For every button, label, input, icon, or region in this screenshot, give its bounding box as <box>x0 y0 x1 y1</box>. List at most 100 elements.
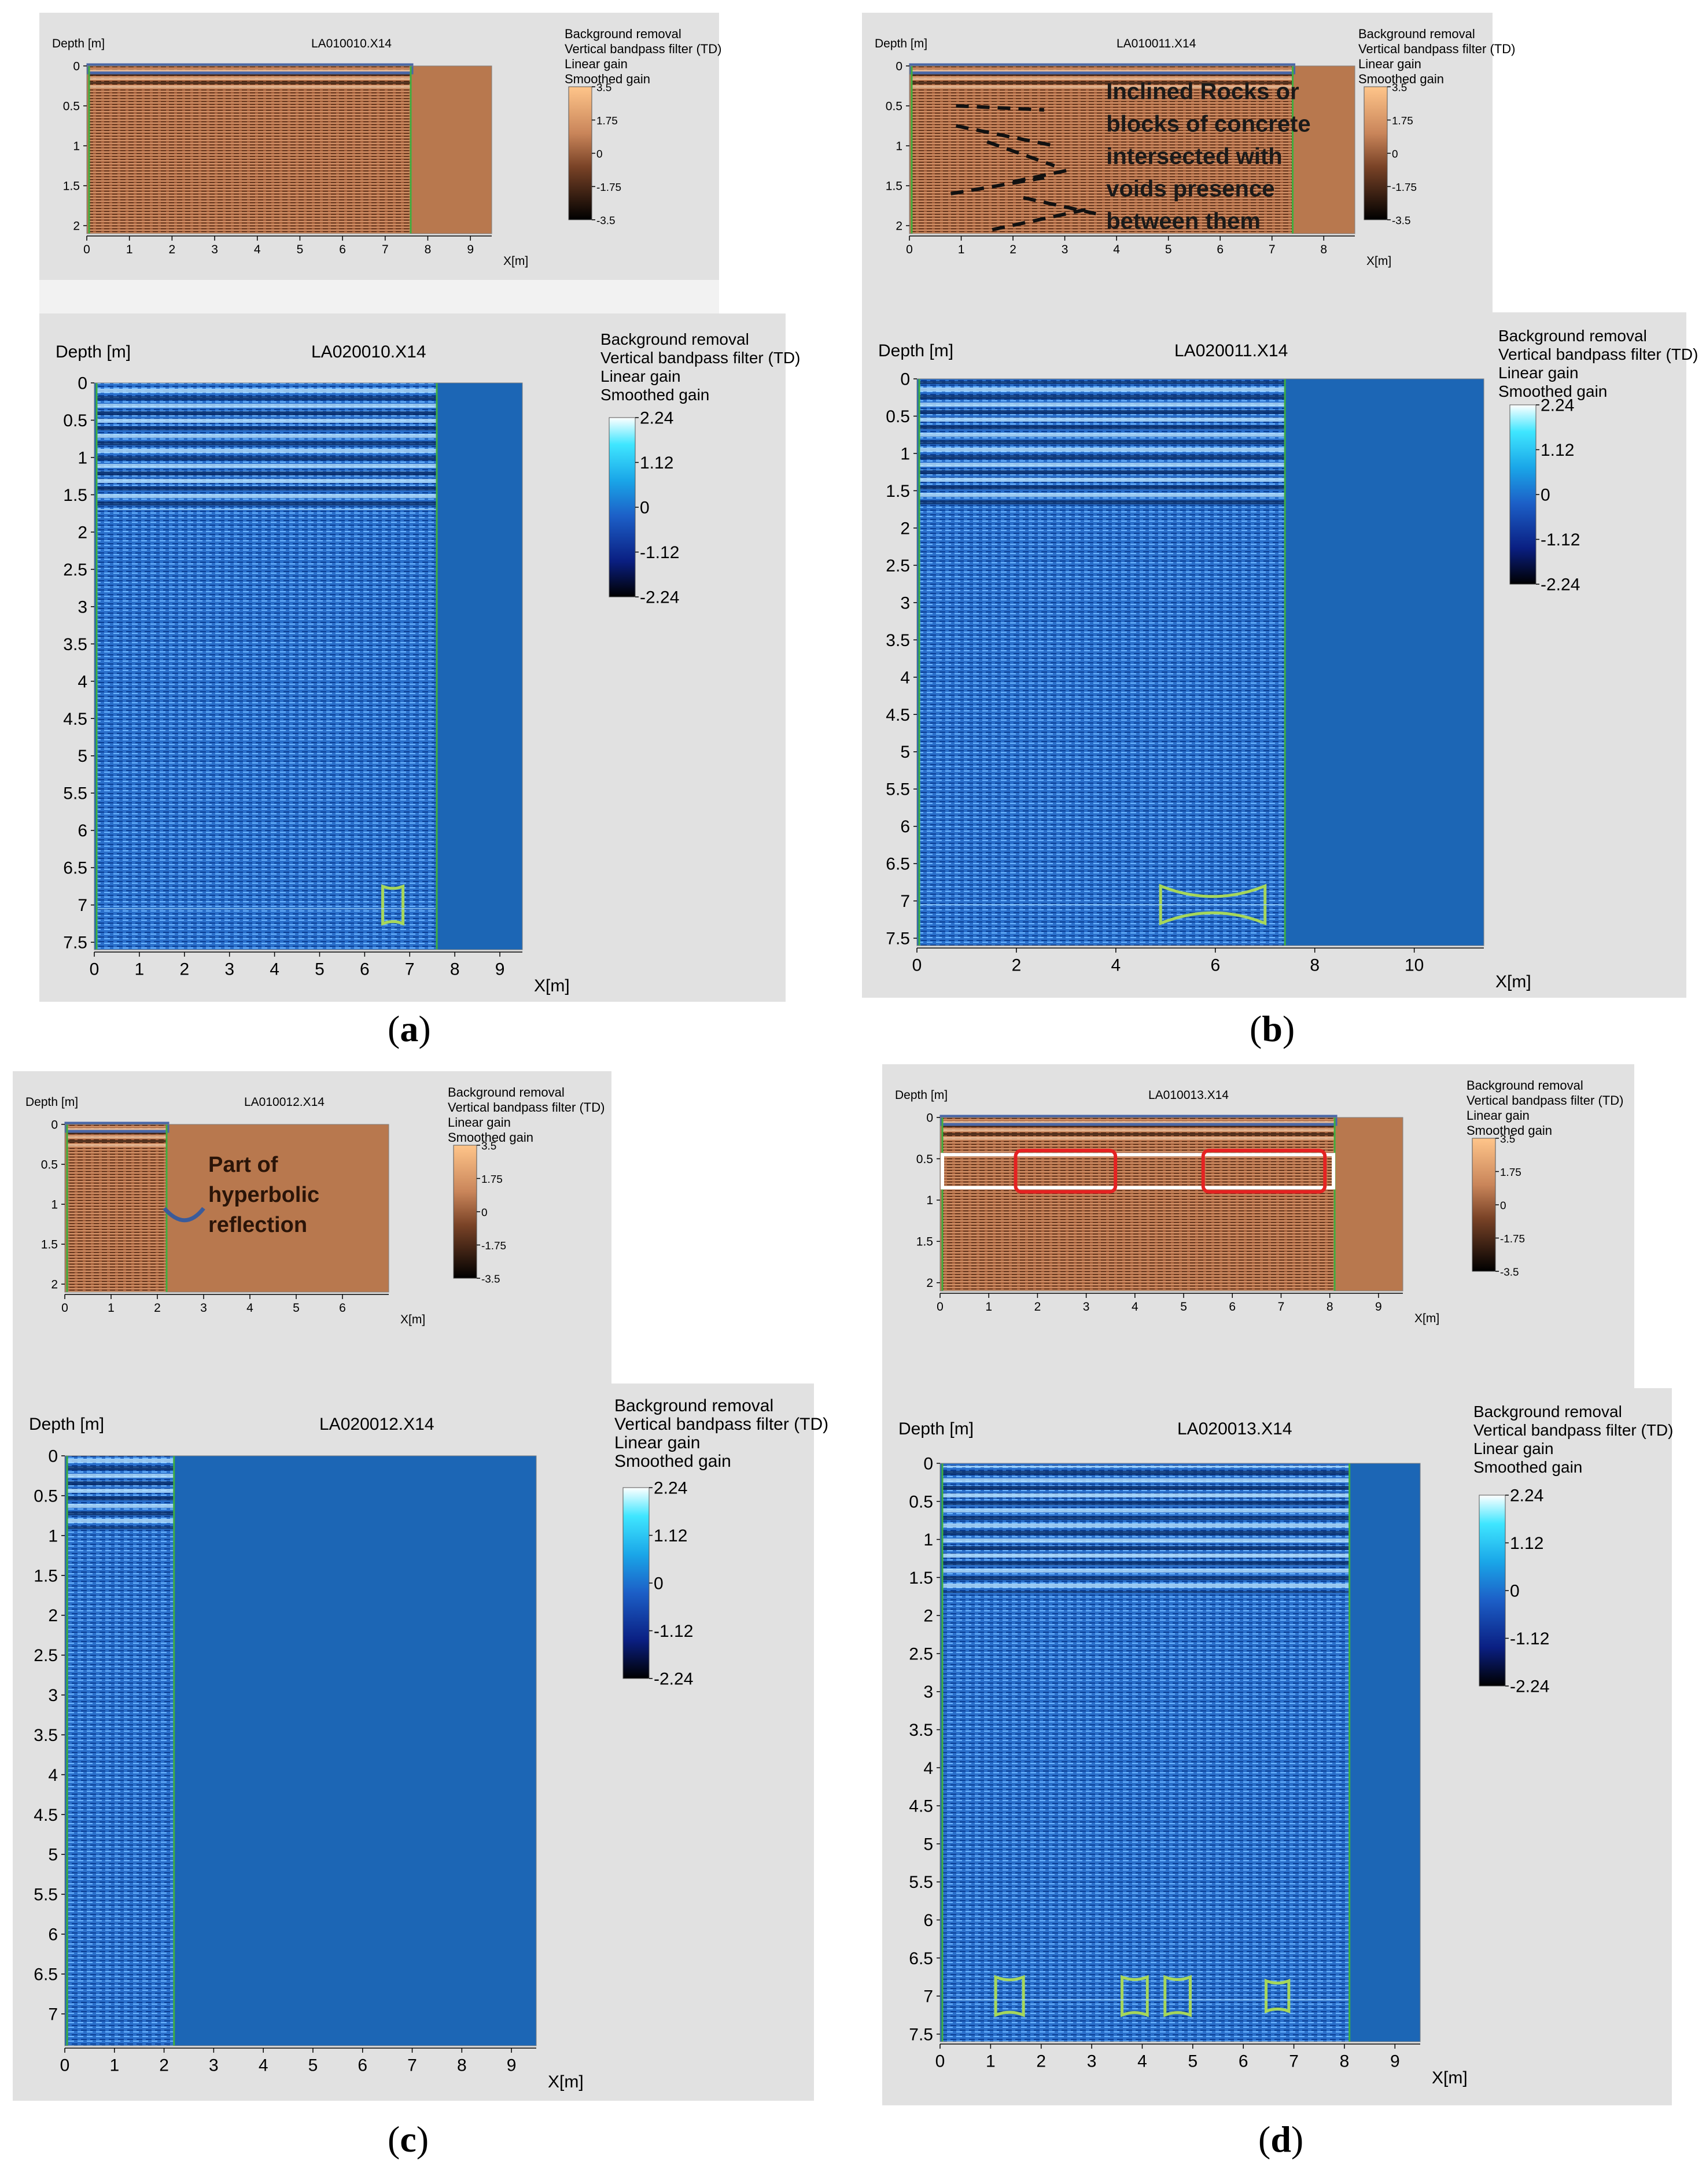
x-tick-label: 3 <box>1083 1300 1090 1314</box>
x-tick-label: 8 <box>1310 956 1320 975</box>
filter-label: Background removal <box>1473 1403 1622 1421</box>
surface-reflection-bands <box>67 1127 167 1147</box>
figure-label-c: (c) <box>388 2119 429 2160</box>
y-tick-label: 0.5 <box>63 411 87 430</box>
filter-label: Linear gain <box>600 367 681 385</box>
colorbar-tick-label: 0 <box>654 1574 664 1593</box>
y-tick-label: 1.5 <box>909 1569 933 1588</box>
x-tick-label: 0 <box>83 243 90 256</box>
x-tick-label: 7 <box>1269 243 1276 256</box>
filter-label: Background removal <box>565 27 681 41</box>
x-tick-label: 5 <box>293 1301 300 1315</box>
chart-a-bottom: LA020010.X14 Depth [m] 0 0.5 1 1.5 2 2.5 3 3.5 4 4.… <box>56 330 800 995</box>
y-tick-label: 4.5 <box>909 1797 933 1816</box>
x-tick-label: 1 <box>108 1301 115 1315</box>
x-tick-label: 8 <box>450 960 460 979</box>
y-tick-label: 7 <box>900 892 910 911</box>
figure-label-a: (a) <box>388 1008 431 1049</box>
colorbar-tick-label: -1.75 <box>1392 182 1417 194</box>
y-tick-label: 7.5 <box>63 934 87 953</box>
y-tick-label: 0 <box>896 60 902 73</box>
red-highlight-box <box>1201 1149 1327 1194</box>
plot-frame <box>64 1455 537 2046</box>
colorbar-tick-label: 3.5 <box>481 1140 496 1152</box>
y-tick-label: 6 <box>900 817 910 836</box>
x-tick-label: 3 <box>224 960 234 979</box>
colorbar-tick-label: -3.5 <box>1392 215 1411 227</box>
x-tick-label: 8 <box>1320 243 1327 256</box>
green-anomaly-outline <box>381 884 405 926</box>
y-tick-label: 3.5 <box>909 1721 933 1740</box>
filter-label: Smoothed gain <box>1498 382 1607 400</box>
y-axis-label: Depth [m] <box>898 1419 974 1438</box>
y-tick-label: 6.5 <box>34 1965 58 1984</box>
x-tick-label: 3 <box>1087 2052 1097 2071</box>
y-tick-label: 1.5 <box>916 1235 933 1249</box>
colorbar-tick-label: -1.12 <box>640 543 679 562</box>
red-highlight-box <box>1014 1149 1118 1194</box>
filter-label: Linear gain <box>448 1115 511 1130</box>
panel-d-bottom: LA020013.X14 Depth [m] 0 0.5 1 1.5 2 2.5 3 3.5 4 4.… <box>882 1388 1673 2105</box>
dashed-interpretation-line <box>955 124 1055 148</box>
colorbar-tick-label: 0 <box>481 1207 488 1219</box>
colorbar-tick-label: 0 <box>1392 148 1398 160</box>
plot-frame <box>94 382 523 950</box>
x-tick-label: 5 <box>1188 2052 1197 2071</box>
filter-label: Background removal <box>1498 327 1647 345</box>
annotation-text: intersected with <box>1106 144 1283 169</box>
x-tick-label: 4 <box>246 1301 253 1315</box>
x-tick-label: 2 <box>179 960 189 979</box>
colorbar-tick-label: 0 <box>640 499 650 518</box>
filter-label: Vertical bandpass filter (TD) <box>600 349 800 367</box>
y-tick-label: 5 <box>48 1846 58 1865</box>
x-tick-label: 1 <box>126 243 133 256</box>
colorbar-tick-label: 0 <box>596 148 603 160</box>
chart-title: LA020011.X14 <box>1174 341 1288 360</box>
x-axis-label: X[m] <box>548 2072 584 2091</box>
plot-frame <box>86 65 492 234</box>
y-tick-label: 0 <box>48 1447 58 1466</box>
x-tick-label: 8 <box>1340 2052 1350 2071</box>
filter-label: Smoothed gain <box>600 386 709 404</box>
chart-title: LA010013.X14 <box>1148 1089 1229 1102</box>
x-tick-label: 2 <box>169 243 176 256</box>
dashed-interpretation-line <box>950 176 1045 195</box>
surface-outline <box>64 1121 170 1133</box>
x-tick-label: 4 <box>1137 2052 1147 2071</box>
y-tick-label: 0.5 <box>916 1153 933 1166</box>
x-tick-label: 2 <box>1009 243 1016 256</box>
colorbar-tick-label: 1.75 <box>1500 1167 1521 1179</box>
plot-frame <box>916 378 1484 946</box>
y-tick-label: 2 <box>48 1606 58 1625</box>
x-tick-label: 8 <box>425 243 432 256</box>
colorbar-tick-label: 2.24 <box>640 409 673 428</box>
filter-label: Vertical bandpass filter (TD) <box>1358 42 1515 56</box>
green-anomaly-outline <box>1121 1975 1149 2017</box>
y-tick-label: 0.5 <box>34 1486 58 1506</box>
chart-b-bottom: LA020011.X14 Depth [m] 0 0.5 1 1.5 2 2.5 3 3.5 4 4.… <box>878 327 1698 991</box>
y-axis-label: Depth [m] <box>875 37 927 50</box>
filter-label: Vertical bandpass filter (TD) <box>1498 345 1698 363</box>
colorbar-tick-label: -2.24 <box>654 1670 693 1689</box>
x-tick-label: 9 <box>507 2056 517 2075</box>
y-tick-label: 5.5 <box>909 1873 933 1892</box>
annotation-text: reflection <box>208 1213 307 1237</box>
radargram-data <box>942 1117 1335 1291</box>
x-tick-label: 2 <box>1012 956 1022 975</box>
colorbar-tick-label: -1.75 <box>1500 1233 1525 1245</box>
filter-label: Linear gain <box>1467 1108 1530 1123</box>
y-tick-label: 0 <box>923 1455 933 1474</box>
x-tick-label: 4 <box>1111 956 1121 975</box>
y-tick-label: 7 <box>78 896 87 915</box>
y-tick-label: 2 <box>900 519 910 538</box>
y-tick-label: 5 <box>900 743 910 762</box>
x-tick-label: 0 <box>60 2056 70 2075</box>
green-anomaly-outline <box>1163 1975 1192 2017</box>
colorbar-tick-label: -1.75 <box>481 1240 506 1252</box>
figure-label-b: (b) <box>1250 1008 1295 1049</box>
y-tick-label: 1 <box>900 444 910 463</box>
x-tick-label: 0 <box>912 956 922 975</box>
y-axis-label: Depth [m] <box>878 341 953 360</box>
y-tick-label: 4.5 <box>886 706 910 725</box>
